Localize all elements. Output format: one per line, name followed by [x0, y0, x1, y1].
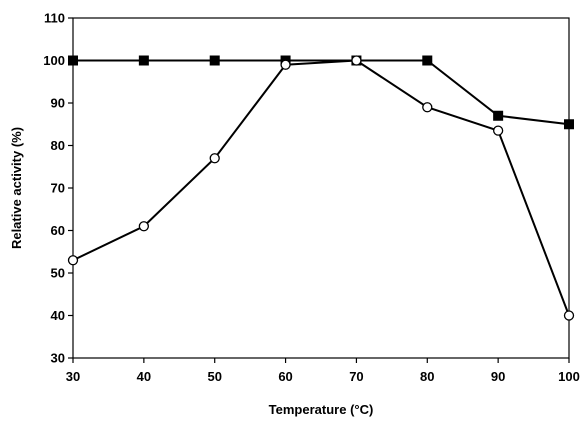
x-tick-label: 60 — [278, 369, 292, 384]
y-tick-label: 40 — [51, 308, 65, 323]
series-2-point — [422, 102, 433, 113]
plot-area — [72, 17, 570, 359]
series-2-point — [67, 255, 79, 266]
x-tick-label: 40 — [137, 369, 151, 384]
series-layer — [67, 55, 575, 321]
x-tick-label: 30 — [66, 369, 80, 384]
x-tick-label: 100 — [558, 369, 580, 384]
series-1-point — [209, 55, 220, 66]
x-axis-label: Temperature (°C) — [269, 402, 374, 417]
series-1-line — [73, 59, 570, 126]
x-tick-label: 90 — [491, 369, 505, 384]
y-tick-label: 80 — [51, 138, 65, 153]
x-tick-label: 80 — [420, 369, 434, 384]
y-tick-label: 100 — [43, 53, 65, 68]
y-tick-label: 110 — [44, 11, 65, 26]
series-2-line — [72, 59, 570, 316]
series-2-point — [492, 125, 504, 136]
y-tick-label: 50 — [51, 266, 65, 281]
x-axis: 30 40 50 60 70 80 90 100 — [66, 358, 580, 384]
y-axis: 30 40 50 60 70 80 90 100 110 — [43, 11, 73, 366]
x-tick-label: 70 — [349, 369, 363, 384]
series-1-point — [138, 55, 149, 66]
series-1-point — [68, 55, 78, 66]
series-2-point — [280, 59, 291, 70]
series-1-point — [493, 110, 504, 121]
series-1-point — [422, 55, 433, 66]
y-tick-label: 70 — [51, 181, 65, 196]
x-tick-label: 50 — [207, 369, 221, 384]
series-2-point — [138, 221, 150, 232]
y-tick-label: 60 — [51, 223, 65, 238]
y-tick-label: 90 — [51, 96, 65, 111]
y-tick-label: 30 — [51, 351, 65, 366]
series-2-point — [209, 153, 220, 164]
series-2-point — [563, 310, 575, 321]
series-2-point — [351, 55, 362, 66]
y-axis-label: Relative activity (%) — [9, 127, 24, 249]
series-1-point — [564, 119, 574, 130]
